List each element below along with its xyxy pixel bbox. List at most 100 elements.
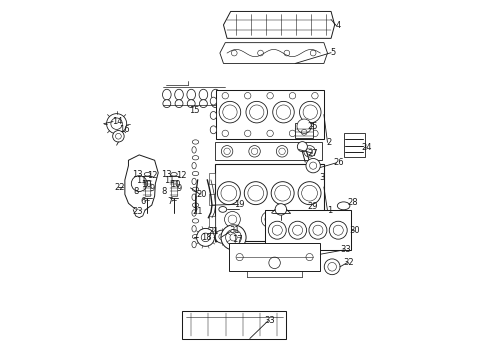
Text: 16: 16: [119, 125, 129, 134]
Circle shape: [306, 158, 320, 173]
Ellipse shape: [199, 89, 208, 100]
Text: 31: 31: [229, 226, 240, 235]
Polygon shape: [133, 210, 146, 218]
Text: 12: 12: [176, 171, 186, 180]
Text: 24: 24: [362, 143, 372, 152]
Circle shape: [219, 102, 241, 123]
Bar: [209, 173, 215, 184]
Text: 18: 18: [201, 233, 212, 242]
Circle shape: [273, 102, 294, 123]
Text: 2: 2: [327, 138, 332, 147]
Polygon shape: [220, 42, 327, 63]
Bar: [172, 180, 176, 196]
Text: 22: 22: [114, 183, 125, 192]
Bar: [209, 194, 215, 205]
Text: 13: 13: [161, 170, 171, 179]
Ellipse shape: [210, 112, 217, 120]
Circle shape: [309, 221, 327, 239]
Text: 21: 21: [193, 207, 203, 216]
Text: 21: 21: [209, 228, 219, 237]
Ellipse shape: [211, 89, 220, 100]
Text: 29: 29: [308, 202, 319, 211]
Ellipse shape: [210, 97, 217, 105]
Text: 27: 27: [308, 149, 319, 158]
Text: 14: 14: [112, 117, 123, 126]
Circle shape: [275, 204, 287, 215]
Bar: [216, 90, 324, 139]
Text: 4: 4: [336, 21, 341, 30]
Circle shape: [289, 221, 307, 239]
Ellipse shape: [175, 89, 183, 100]
Circle shape: [261, 211, 277, 227]
Text: 15: 15: [190, 105, 200, 114]
Circle shape: [299, 102, 321, 123]
Circle shape: [298, 182, 321, 204]
Text: 26: 26: [333, 158, 343, 167]
Circle shape: [324, 259, 340, 275]
Text: 3: 3: [319, 173, 325, 182]
Bar: [343, 134, 365, 157]
Bar: [145, 180, 150, 196]
Text: 12: 12: [147, 171, 158, 180]
Circle shape: [224, 211, 240, 227]
Circle shape: [218, 182, 240, 204]
Circle shape: [246, 102, 268, 123]
Ellipse shape: [219, 207, 227, 212]
Text: 7: 7: [167, 197, 172, 206]
Text: 13: 13: [132, 170, 143, 179]
Ellipse shape: [175, 100, 183, 108]
Ellipse shape: [163, 100, 171, 108]
Circle shape: [215, 230, 228, 243]
Circle shape: [271, 182, 294, 204]
Circle shape: [329, 221, 347, 239]
Circle shape: [269, 221, 286, 239]
Polygon shape: [125, 155, 158, 211]
Bar: [295, 123, 313, 138]
Text: 10: 10: [141, 180, 151, 189]
Ellipse shape: [187, 100, 195, 108]
Text: 25: 25: [308, 122, 319, 131]
Text: 23: 23: [132, 207, 143, 216]
Text: 10: 10: [170, 180, 180, 189]
Text: 20: 20: [196, 190, 206, 199]
Bar: [182, 311, 286, 338]
Text: 11: 11: [136, 176, 146, 185]
Ellipse shape: [199, 100, 207, 108]
Bar: [215, 164, 324, 241]
Ellipse shape: [212, 100, 220, 108]
Text: 1: 1: [327, 206, 332, 215]
Circle shape: [221, 225, 246, 250]
Bar: [229, 243, 320, 271]
Text: 28: 28: [347, 198, 358, 207]
Circle shape: [298, 211, 314, 227]
Text: 6: 6: [140, 197, 146, 206]
Text: 8: 8: [133, 187, 138, 196]
Bar: [209, 216, 215, 226]
Ellipse shape: [187, 89, 196, 100]
Circle shape: [196, 228, 215, 246]
Text: 5: 5: [330, 48, 336, 57]
Text: 30: 30: [349, 226, 360, 235]
Text: 9: 9: [176, 184, 181, 193]
Circle shape: [245, 182, 267, 204]
Circle shape: [107, 114, 126, 134]
Ellipse shape: [144, 172, 151, 176]
Circle shape: [297, 141, 307, 152]
Ellipse shape: [337, 202, 350, 210]
Ellipse shape: [210, 126, 217, 134]
Text: 8: 8: [162, 187, 167, 196]
Bar: [265, 211, 351, 250]
Text: 32: 32: [343, 258, 354, 267]
Circle shape: [297, 119, 311, 134]
Circle shape: [113, 131, 124, 142]
Text: 33: 33: [340, 246, 351, 255]
Text: 9: 9: [149, 184, 154, 193]
Bar: [215, 142, 322, 160]
Text: 33: 33: [265, 316, 275, 325]
Text: 19: 19: [234, 200, 245, 209]
Text: 17: 17: [233, 235, 243, 244]
Ellipse shape: [163, 89, 171, 100]
Ellipse shape: [171, 172, 177, 176]
Polygon shape: [223, 12, 335, 39]
Text: 11: 11: [165, 176, 175, 185]
